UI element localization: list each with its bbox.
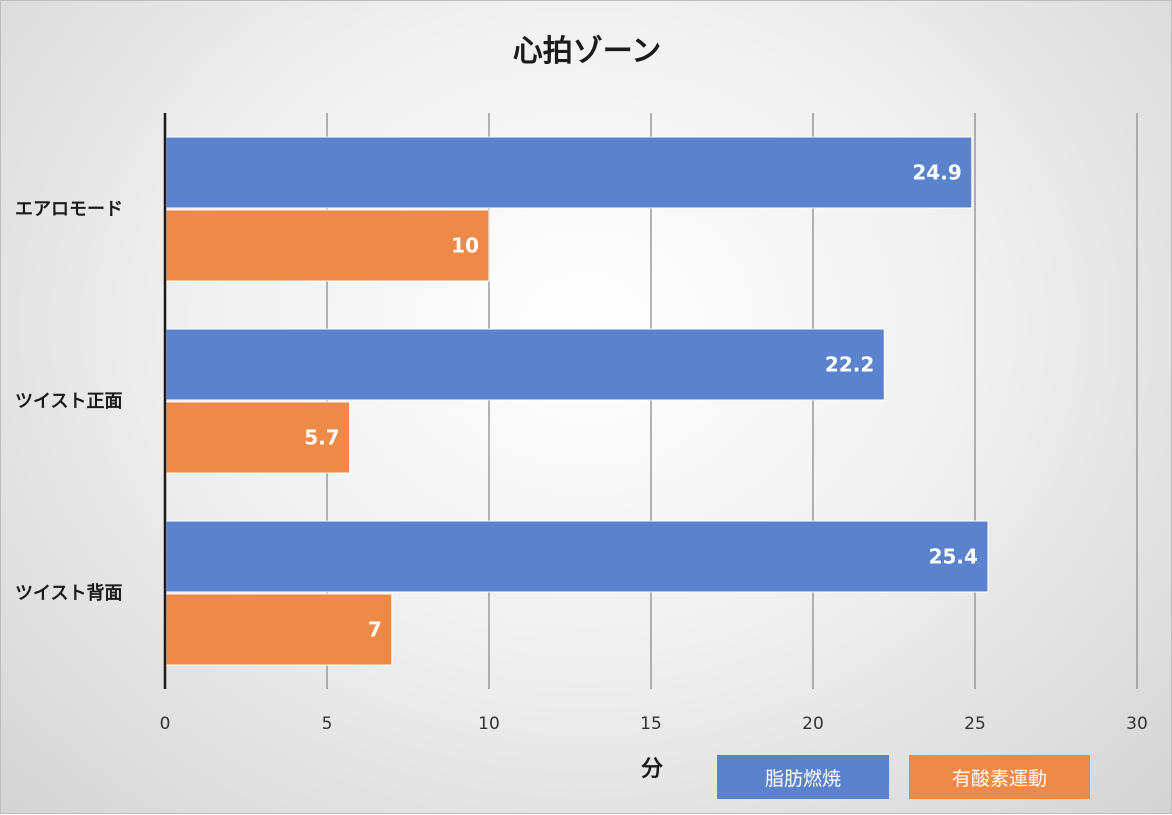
category-label: ツイスト正面	[15, 391, 122, 412]
x-tick-label: 20	[802, 714, 824, 734]
bar-1-0	[165, 209, 490, 282]
x-tick-label: 30	[1126, 714, 1148, 734]
x-tick-label: 25	[964, 714, 986, 734]
bar-0-0	[165, 136, 973, 209]
chart-title: 心拍ゾーン	[513, 34, 662, 69]
legend-item-fat-burn: 脂肪燃焼	[717, 755, 889, 799]
bar-1-2	[165, 593, 393, 666]
x-tick-labels: 0 5 10 15 20 25 30	[160, 714, 1148, 734]
data-label: 7	[368, 618, 382, 642]
legend-label: 脂肪燃焼	[764, 767, 841, 790]
legend-label: 有酸素運動	[951, 767, 1047, 790]
x-tick-label: 15	[640, 714, 662, 734]
bars: 24.9 10 22.2 5.7 25.4 7	[165, 136, 989, 666]
gridlines	[326, 113, 1138, 689]
data-label: 5.7	[304, 426, 339, 450]
x-tick-label: 10	[478, 714, 500, 734]
category-label: ツイスト背面	[15, 582, 122, 604]
data-label: 24.9	[912, 161, 961, 185]
data-label: 22.2	[825, 353, 874, 377]
data-label: 25.4	[929, 545, 978, 569]
x-axis-title: 分	[641, 757, 663, 782]
bar-1-1	[165, 401, 351, 474]
data-label: 10	[451, 234, 479, 258]
category-label: エアロモード	[15, 199, 123, 220]
x-tick-label: 5	[322, 714, 333, 734]
bar-0-1	[165, 328, 885, 401]
bar-0-2	[165, 520, 989, 593]
x-tick-label: 0	[160, 714, 171, 734]
legend-item-aerobic: 有酸素運動	[909, 755, 1090, 799]
